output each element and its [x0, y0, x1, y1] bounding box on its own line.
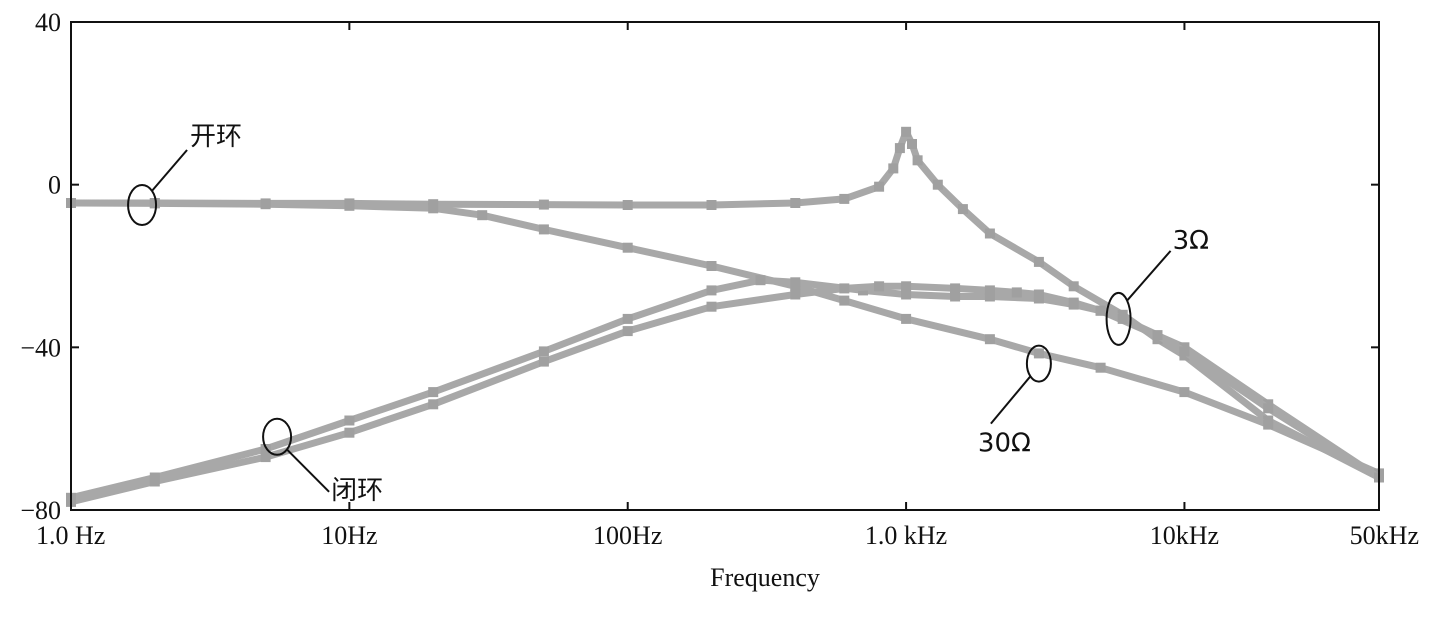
series-1-point — [839, 193, 850, 204]
annotation-leader-r3-ohm — [1126, 250, 1172, 302]
annotation-label-open-loop: 开环 — [190, 122, 242, 152]
x-tick-label: 100Hz — [593, 521, 662, 550]
series-4-point — [1095, 305, 1106, 316]
series-3-point — [984, 291, 995, 302]
x-tick-label: 50kHz — [1350, 521, 1419, 550]
series-1-point — [888, 163, 899, 174]
series-2-point — [1033, 348, 1044, 359]
series-1-point — [957, 204, 968, 215]
series-layer — [66, 126, 1384, 507]
series-1-point — [538, 199, 549, 210]
series-4-point — [1033, 289, 1044, 300]
series-2-point — [706, 261, 717, 271]
annotation-label-r3-ohm: 3Ω — [1173, 226, 1209, 256]
plot-frame — [70, 21, 1380, 511]
series-4-point — [1263, 403, 1274, 414]
annotation-ring-r3-ohm — [1105, 291, 1132, 346]
series-1-point — [912, 155, 923, 166]
series-1-point — [894, 143, 905, 154]
x-tick-label: 10kHz — [1150, 521, 1219, 550]
series-4-point — [538, 356, 549, 367]
series-3-point — [790, 277, 801, 288]
annotation-label-closed-loop: 闭环 — [331, 476, 383, 506]
series-2-point — [260, 199, 271, 210]
series-2-point — [428, 203, 439, 214]
series-1-point — [901, 126, 912, 137]
y-tick-label: −40 — [20, 333, 61, 362]
series-2-point — [984, 334, 995, 345]
series-2-point — [1179, 387, 1190, 398]
series-2-point — [149, 198, 160, 209]
series-1-point — [984, 228, 995, 239]
series-2-point — [839, 295, 850, 306]
series-2-point — [538, 224, 549, 235]
series-4-point — [839, 283, 850, 294]
series-1-point — [874, 181, 885, 192]
y-tick-label: 0 — [48, 171, 61, 200]
series-1-point — [622, 200, 633, 210]
series-3-point — [622, 313, 633, 324]
annotation-leader-r30-ohm — [990, 375, 1032, 425]
series-3-point — [950, 291, 961, 302]
series-4-point — [790, 289, 801, 300]
series-1-point — [932, 179, 943, 190]
series-3-point — [706, 285, 717, 296]
series-2-point — [477, 210, 488, 221]
annotation-leader-open-loop — [151, 149, 188, 192]
series-1-point — [706, 200, 717, 210]
series-2-point — [622, 242, 633, 253]
x-axis-label: Frequency — [710, 563, 820, 592]
series-1-point — [907, 139, 917, 149]
series-4-point — [1117, 313, 1128, 324]
series-3-point — [538, 346, 549, 357]
series-4-point — [706, 301, 717, 312]
annotation-ring-closed-loop — [262, 417, 293, 456]
series-4-point — [260, 452, 271, 463]
series-line-1 — [67, 128, 1383, 481]
series-4-point — [428, 399, 439, 410]
x-tick-label: 10Hz — [321, 521, 377, 550]
series-3-point — [428, 387, 439, 398]
series-4-point — [984, 285, 995, 296]
series-4-point — [344, 427, 355, 438]
annotation-label-r30-ohm: 30Ω — [978, 429, 1031, 459]
series-4-point — [874, 281, 885, 292]
series-4-point — [1152, 330, 1163, 341]
annotation-ring-r30-ohm — [1025, 344, 1052, 383]
series-3-point — [344, 415, 355, 426]
series-4-point — [149, 476, 160, 487]
series-4-point — [622, 326, 633, 337]
annotation-ring-open-loop — [127, 184, 158, 226]
series-2-point — [901, 313, 912, 324]
series-2-point — [1263, 419, 1274, 430]
y-axis: 40 0 −40 −80 — [20, 8, 1379, 525]
x-tick-label: 1.0 kHz — [865, 521, 947, 550]
series-3-point — [755, 275, 766, 286]
annotation-leader-closed-loop — [286, 448, 330, 493]
series-1-point — [1068, 281, 1079, 292]
series-4-point — [901, 281, 912, 292]
series-3-point — [901, 289, 912, 300]
series-line-2 — [67, 199, 1383, 477]
series-2-point — [344, 200, 355, 211]
x-tick-label: 1.0 Hz — [36, 521, 105, 550]
series-2-point — [1095, 362, 1106, 373]
x-axis: 1.0 Hz 10Hz 100Hz 1.0 kHz 10kHz 50kHz — [36, 22, 1419, 550]
series-4-point — [1011, 287, 1022, 298]
series-1-point — [790, 198, 801, 208]
series-4-point — [950, 283, 961, 294]
y-tick-label: −80 — [20, 496, 61, 525]
y-tick-label: 40 — [35, 8, 61, 37]
series-4-point — [1068, 297, 1079, 308]
series-1-point — [1033, 256, 1044, 267]
series-4-point — [1179, 346, 1190, 357]
